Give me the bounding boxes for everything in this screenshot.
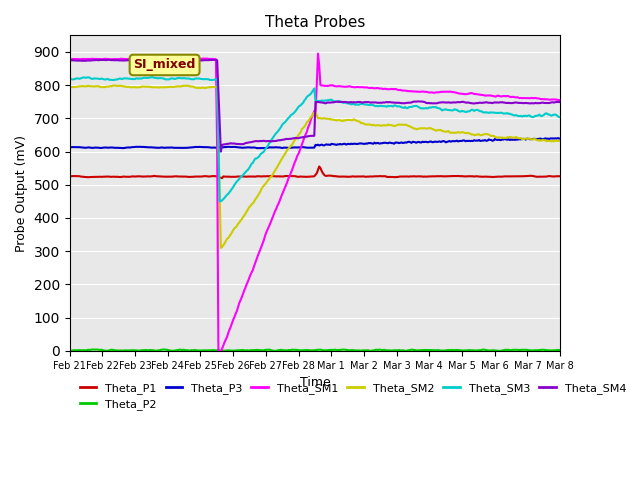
Title: Theta Probes: Theta Probes xyxy=(265,15,365,30)
Theta_SM1 xyxy=(556,97,564,103)
Theta_SM1 xyxy=(314,51,322,57)
Theta_SM4 xyxy=(100,57,108,63)
Theta_P1 xyxy=(425,174,433,180)
Theta_SM4 xyxy=(126,58,134,63)
Line: Theta_P1: Theta_P1 xyxy=(70,167,560,178)
Theta_SM1 xyxy=(66,57,74,62)
Theta_P3 xyxy=(424,139,431,145)
Theta_P2 xyxy=(422,347,430,353)
Line: Theta_SM3: Theta_SM3 xyxy=(70,77,560,202)
Theta_SM1 xyxy=(227,324,234,330)
Line: Theta_SM4: Theta_SM4 xyxy=(70,60,560,152)
Theta_SM3 xyxy=(425,105,433,111)
Theta_P2 xyxy=(271,348,279,354)
Theta_SM3 xyxy=(125,76,132,82)
X-axis label: Time: Time xyxy=(300,376,330,389)
Line: Theta_SM1: Theta_SM1 xyxy=(70,54,560,352)
Theta_P2 xyxy=(159,347,167,352)
Theta_P1 xyxy=(66,173,74,179)
Theta_SM1 xyxy=(422,89,430,95)
Theta_SM2 xyxy=(422,126,430,132)
Theta_SM2 xyxy=(228,229,236,235)
Theta_SM1 xyxy=(425,90,433,96)
Theta_SM3 xyxy=(262,145,270,151)
Theta_P2 xyxy=(556,347,564,353)
Theta_P1 xyxy=(261,173,269,179)
Theta_SM2 xyxy=(126,84,134,90)
Theta_SM3 xyxy=(422,105,430,111)
Theta_SM1 xyxy=(217,349,225,355)
Theta_P1 xyxy=(377,173,385,179)
Theta_P3 xyxy=(254,145,262,151)
Theta_P3 xyxy=(226,144,234,150)
Theta_P2 xyxy=(66,348,74,353)
Theta_SM4 xyxy=(228,141,236,146)
Theta_SM3 xyxy=(148,74,156,80)
Theta_P3 xyxy=(261,145,269,151)
Theta_P2 xyxy=(261,347,269,353)
Theta_SM2 xyxy=(110,83,118,88)
Theta_SM3 xyxy=(556,114,564,120)
Text: SI_mixed: SI_mixed xyxy=(133,59,196,72)
Theta_SM4 xyxy=(422,100,430,106)
Theta_SM4 xyxy=(425,100,433,106)
Theta_P2 xyxy=(425,347,433,353)
Theta_P3 xyxy=(376,141,383,146)
Theta_SM1 xyxy=(377,85,385,91)
Theta_P1 xyxy=(556,173,564,179)
Theta_P2 xyxy=(125,348,132,353)
Theta_P1 xyxy=(125,174,132,180)
Line: Theta_SM2: Theta_SM2 xyxy=(70,85,560,248)
Theta_SM3 xyxy=(228,186,236,192)
Theta_P2 xyxy=(377,347,385,353)
Theta_SM1 xyxy=(261,233,269,239)
Theta_P1 xyxy=(227,174,234,180)
Theta_SM2 xyxy=(262,180,270,186)
Theta_SM4 xyxy=(217,149,225,155)
Theta_SM4 xyxy=(262,138,270,144)
Theta_SM4 xyxy=(377,100,385,106)
Theta_SM4 xyxy=(66,57,74,63)
Legend: Theta_P1, Theta_P2, Theta_P3, Theta_SM1, Theta_SM2, Theta_SM3, Theta_SM4: Theta_P1, Theta_P2, Theta_P3, Theta_SM1,… xyxy=(76,378,630,415)
Theta_SM1 xyxy=(125,56,132,62)
Theta_SM3 xyxy=(377,103,385,108)
Theta_P3 xyxy=(421,139,429,145)
Theta_P3 xyxy=(556,135,564,141)
Theta_P3 xyxy=(125,144,132,150)
Theta_SM2 xyxy=(425,125,433,131)
Line: Theta_P2: Theta_P2 xyxy=(70,349,560,351)
Y-axis label: Probe Output (mV): Probe Output (mV) xyxy=(15,134,28,252)
Theta_P3 xyxy=(66,144,74,150)
Theta_P1 xyxy=(218,175,226,181)
Line: Theta_P3: Theta_P3 xyxy=(70,138,560,148)
Theta_SM2 xyxy=(66,84,74,90)
Theta_SM3 xyxy=(66,76,74,82)
Theta_P2 xyxy=(227,348,234,353)
Theta_SM2 xyxy=(556,138,564,144)
Theta_P3 xyxy=(554,135,561,141)
Theta_P1 xyxy=(422,174,430,180)
Theta_SM4 xyxy=(556,99,564,105)
Theta_SM2 xyxy=(377,123,385,129)
Theta_P1 xyxy=(316,164,323,169)
Theta_SM2 xyxy=(217,245,225,251)
Theta_SM3 xyxy=(216,199,223,204)
